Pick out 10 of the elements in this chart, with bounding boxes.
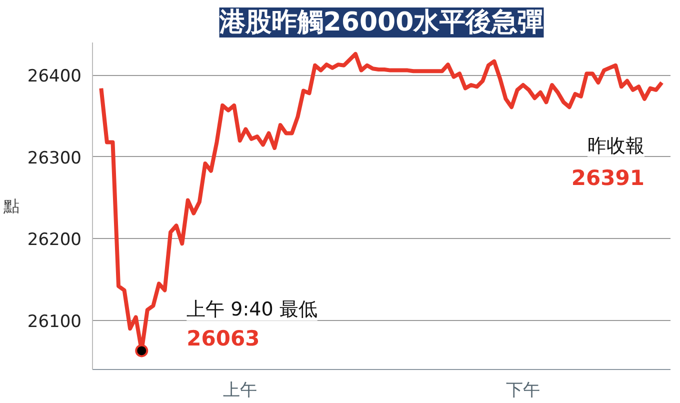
- y-tick-label: 26300: [27, 148, 82, 168]
- chart-title: 港股昨觸26000水平後急彈: [218, 8, 544, 38]
- x-tick-label: 下午: [506, 380, 540, 400]
- annotation: 上午 9:40 最低 26063: [186, 298, 318, 351]
- y-tick-label: 26200: [27, 230, 82, 250]
- annotation: 昨收報 26391: [571, 134, 644, 190]
- y-axis-title: 點: [2, 196, 20, 216]
- y-tick-label: 26400: [27, 66, 82, 87]
- y-tick-label: 26100: [27, 312, 82, 332]
- x-tick-label: 上午: [222, 380, 257, 400]
